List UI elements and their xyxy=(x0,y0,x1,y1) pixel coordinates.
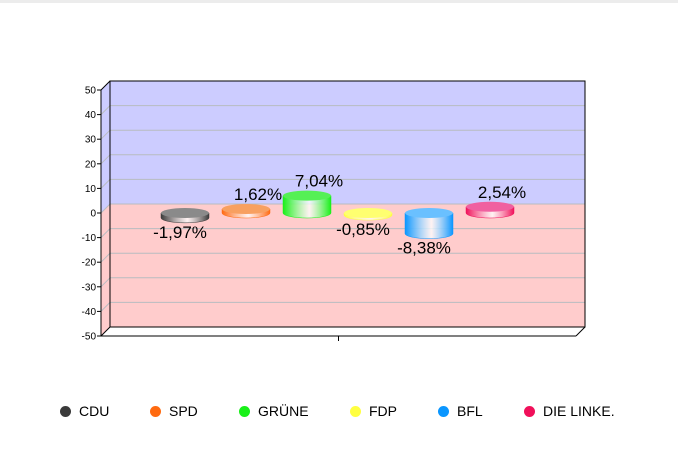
gridline-side xyxy=(100,105,111,115)
bar-spd: 1,62% xyxy=(221,185,282,219)
gridline-side xyxy=(100,228,111,238)
positive-band xyxy=(110,81,585,204)
bar-top xyxy=(466,201,514,212)
legend-item: CDU xyxy=(60,402,109,420)
y-tick-label: -50 xyxy=(82,332,97,343)
y-tick-label: 10 xyxy=(85,184,97,195)
legend-label: FDP xyxy=(369,403,397,419)
legend-marker-icon xyxy=(524,405,535,417)
side-wall-negative xyxy=(101,204,110,336)
bar-fdp: -0,85% xyxy=(336,208,393,239)
y-tick-label: -40 xyxy=(82,307,97,318)
y-tick-label: -20 xyxy=(82,258,97,269)
legend-marker-icon xyxy=(239,405,250,417)
frame-edge xyxy=(100,80,111,91)
y-tick-label: 0 xyxy=(90,209,96,220)
frame-edge xyxy=(100,326,111,337)
gridline-side xyxy=(100,302,111,312)
y-tick-label: -30 xyxy=(82,282,97,293)
side-wall-positive xyxy=(101,81,110,213)
legend-label: CDU xyxy=(79,403,110,419)
y-tick-label: 40 xyxy=(85,110,97,121)
y-tick-label: 30 xyxy=(85,135,97,146)
gridline-side xyxy=(100,277,111,288)
bar-top xyxy=(161,208,209,218)
legend-label: BFL xyxy=(457,403,483,419)
legend-label: GRÜNE xyxy=(258,403,309,419)
frame-edge xyxy=(575,326,586,337)
data-label: 1,62% xyxy=(234,185,282,204)
legend-item: FDP xyxy=(350,402,397,420)
data-label: -8,38% xyxy=(397,239,451,258)
bar-top xyxy=(222,204,270,215)
legend-label: DIE LINKE. xyxy=(543,403,615,419)
y-tick-label: 50 xyxy=(85,86,97,97)
negative-band xyxy=(110,204,585,327)
gridline-side xyxy=(100,203,111,214)
gridline-side xyxy=(100,154,111,165)
legend-item: BFL xyxy=(438,402,483,420)
data-label: 7,04% xyxy=(295,172,343,191)
bar-body xyxy=(404,212,454,239)
bar-body xyxy=(282,195,332,219)
data-label: -1,97% xyxy=(153,223,207,242)
bar-gr-ne: 7,04% xyxy=(282,172,343,219)
bar-bfl: -8,38% xyxy=(397,208,454,258)
legend-item: DIE LINKE. xyxy=(524,402,615,420)
top-bar xyxy=(0,0,678,3)
gridline-side xyxy=(100,252,111,263)
bar-top xyxy=(283,190,331,201)
bar-top xyxy=(405,208,453,218)
data-label: 2,54% xyxy=(478,183,526,202)
y-tick-label: -10 xyxy=(82,233,97,244)
bar-cdu: -1,97% xyxy=(153,208,210,242)
back-frame xyxy=(109,80,586,328)
legend-item: SPD xyxy=(150,402,198,420)
legend-label: SPD xyxy=(169,403,198,419)
gridline-side xyxy=(100,129,111,140)
bar-top xyxy=(344,208,392,218)
data-label: -0,85% xyxy=(336,220,390,239)
legend-marker-icon xyxy=(60,405,71,417)
legend-marker-icon xyxy=(438,405,449,417)
legend-item: GRÜNE xyxy=(239,402,309,420)
legend-marker-icon xyxy=(150,405,161,417)
legend-marker-icon xyxy=(350,405,361,417)
y-tick-label: 20 xyxy=(85,159,97,170)
bar-die-linke-: 2,54% xyxy=(465,183,526,219)
gridline-side xyxy=(100,179,111,189)
